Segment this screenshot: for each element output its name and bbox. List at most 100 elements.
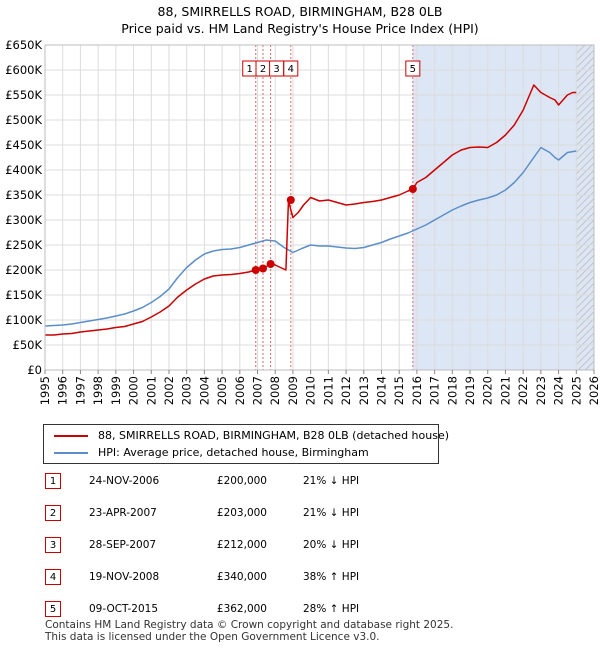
x-tick-label: 1999 xyxy=(109,376,123,405)
x-tick-label: 2018 xyxy=(445,376,459,405)
y-tick-label: £150K xyxy=(5,288,42,302)
x-tick-label: 2006 xyxy=(233,376,247,405)
sale-hpi-diff: 20% ↓ HPI xyxy=(303,539,360,551)
sale-label-text: 4 xyxy=(288,64,294,75)
sale-label-box xyxy=(405,60,421,77)
y-tick-label: £50K xyxy=(13,338,43,352)
x-tick-label: 2009 xyxy=(286,376,300,405)
sale-number-badge: 5 xyxy=(45,601,61,617)
x-tick-label: 1998 xyxy=(91,376,105,405)
sale-number-badge: 2 xyxy=(45,505,61,521)
property-price-line xyxy=(45,84,577,336)
y-tick-label: £650K xyxy=(5,38,42,52)
sale-price: £212,000 xyxy=(216,539,267,551)
x-tick-label: 2003 xyxy=(180,376,194,405)
chart-subtitle: Price paid vs. HM Land Registry's House … xyxy=(121,21,479,36)
x-tick-label: 1995 xyxy=(38,376,52,405)
y-tick-label: £250K xyxy=(5,238,42,252)
x-tick-label: 2016 xyxy=(410,376,424,405)
sale-price: £340,000 xyxy=(216,571,267,583)
sale-point xyxy=(286,196,295,204)
table-row: 3 28-SEP-2007 £212,000 20% ↓ HPI xyxy=(45,537,465,555)
x-tick-label: 2000 xyxy=(127,376,141,405)
sale-number-badge: 1 xyxy=(45,473,61,489)
y-tick-label: £450K xyxy=(5,138,42,152)
x-tick-label: 2022 xyxy=(516,376,530,405)
x-tick-label: 2015 xyxy=(392,376,406,405)
x-tick-label: 2014 xyxy=(374,376,388,405)
footer-notice: Contains HM Land Registry data © Crown c… xyxy=(45,619,453,643)
plot-frame xyxy=(44,44,595,371)
x-tick-label: 2004 xyxy=(197,376,211,405)
x-tick-label: 2005 xyxy=(215,376,229,405)
sale-price: £362,000 xyxy=(216,603,267,615)
x-tick-label: 1997 xyxy=(73,376,87,405)
sale-number-badge: 3 xyxy=(45,537,61,553)
table-row: 5 09-OCT-2015 £362,000 28% ↑ HPI xyxy=(45,601,465,619)
x-tick-label: 2023 xyxy=(534,376,548,405)
sale-label-text: 3 xyxy=(273,64,279,75)
x-tick-label: 2010 xyxy=(304,376,318,405)
footer-licence: This data is licensed under the Open Gov… xyxy=(45,631,380,643)
sale-hpi-diff: 21% ↓ HPI xyxy=(303,475,360,487)
sale-label-text: 5 xyxy=(410,64,416,75)
sale-point xyxy=(259,264,268,273)
legend-label-property: 88, SMIRRELLS ROAD, BIRMINGHAM, B28 0LB … xyxy=(98,429,450,442)
chart-title: 88, SMIRRELLS ROAD, BIRMINGHAM, B28 0LB xyxy=(157,4,443,19)
sale-date: 28-SEP-2007 xyxy=(89,539,157,551)
y-tick-label: £200K xyxy=(5,263,42,277)
y-tick-label: £0 xyxy=(27,363,42,377)
x-tick-label: 2024 xyxy=(552,376,566,405)
sale-price: £203,000 xyxy=(216,507,267,519)
sale-label-text: 1 xyxy=(247,64,253,75)
sale-number-badge: 4 xyxy=(45,569,61,585)
sale-label-text: 2 xyxy=(260,64,266,75)
shaded-post-sale-period xyxy=(412,45,594,370)
footer-copyright: Contains HM Land Registry data © Crown c… xyxy=(45,619,454,631)
sale-hpi-diff: 21% ↓ HPI xyxy=(303,507,360,519)
y-tick-label: £100K xyxy=(5,313,42,327)
table-row: 2 23-APR-2007 £203,000 21% ↓ HPI xyxy=(45,505,465,523)
sale-date: 23-APR-2007 xyxy=(89,507,157,519)
y-tick-label: £350K xyxy=(5,188,42,202)
sale-label-box xyxy=(283,60,299,77)
x-tick-label: 2008 xyxy=(268,376,282,405)
x-tick-label: 2007 xyxy=(251,376,265,405)
sale-point xyxy=(251,266,260,274)
sale-point xyxy=(266,260,275,268)
sale-date: 19-NOV-2008 xyxy=(89,571,160,583)
sale-hpi-diff: 28% ↑ HPI xyxy=(303,603,360,615)
chart-legend: 88, SMIRRELLS ROAD, BIRMINGHAM, B28 0LB … xyxy=(43,424,449,464)
x-tick-label: 2017 xyxy=(428,376,442,405)
x-tick-label: 2001 xyxy=(144,376,158,405)
sale-date: 24-NOV-2006 xyxy=(89,475,160,487)
y-tick-label: £600K xyxy=(5,63,42,77)
x-tick-label: 2011 xyxy=(321,376,335,405)
sale-price: £200,000 xyxy=(216,475,267,487)
x-tick-label: 1996 xyxy=(56,376,70,405)
x-tick-label: 2025 xyxy=(569,376,583,405)
x-tick-label: 2019 xyxy=(463,376,477,405)
sale-date: 09-OCT-2015 xyxy=(89,603,158,615)
sale-point xyxy=(408,185,417,193)
table-row: 1 24-NOV-2006 £200,000 21% ↓ HPI xyxy=(45,473,465,491)
sale-hpi-diff: 38% ↑ HPI xyxy=(303,571,360,583)
legend-swatch-hpi xyxy=(54,452,88,454)
x-tick-label: 2002 xyxy=(162,376,176,405)
price-chart: 1 2 3 4 5 £0 £50K £100K £150K £200K £250K £300K £350… xyxy=(5,38,600,405)
chart-title-block: 88, SMIRRELLS ROAD, BIRMINGHAM, B28 0LB … xyxy=(0,3,600,37)
y-tick-label: £500K xyxy=(5,113,42,127)
x-tick-label: 2012 xyxy=(339,376,353,405)
x-tick-label: 2020 xyxy=(481,376,495,405)
x-tick-label: 2026 xyxy=(587,376,600,405)
x-tick-label: 2021 xyxy=(498,376,512,405)
table-row: 4 19-NOV-2008 £340,000 38% ↑ HPI xyxy=(45,569,465,587)
legend-swatch-property xyxy=(54,435,88,437)
hatched-future-period xyxy=(576,45,594,370)
y-tick-label: £300K xyxy=(5,213,42,227)
y-tick-label: £550K xyxy=(5,88,42,102)
hpi-line xyxy=(44,146,577,327)
x-tick-label: 2013 xyxy=(357,376,371,405)
legend-label-hpi: HPI: Average price, detached house, Birm… xyxy=(98,446,369,459)
y-tick-label: £400K xyxy=(5,163,42,177)
